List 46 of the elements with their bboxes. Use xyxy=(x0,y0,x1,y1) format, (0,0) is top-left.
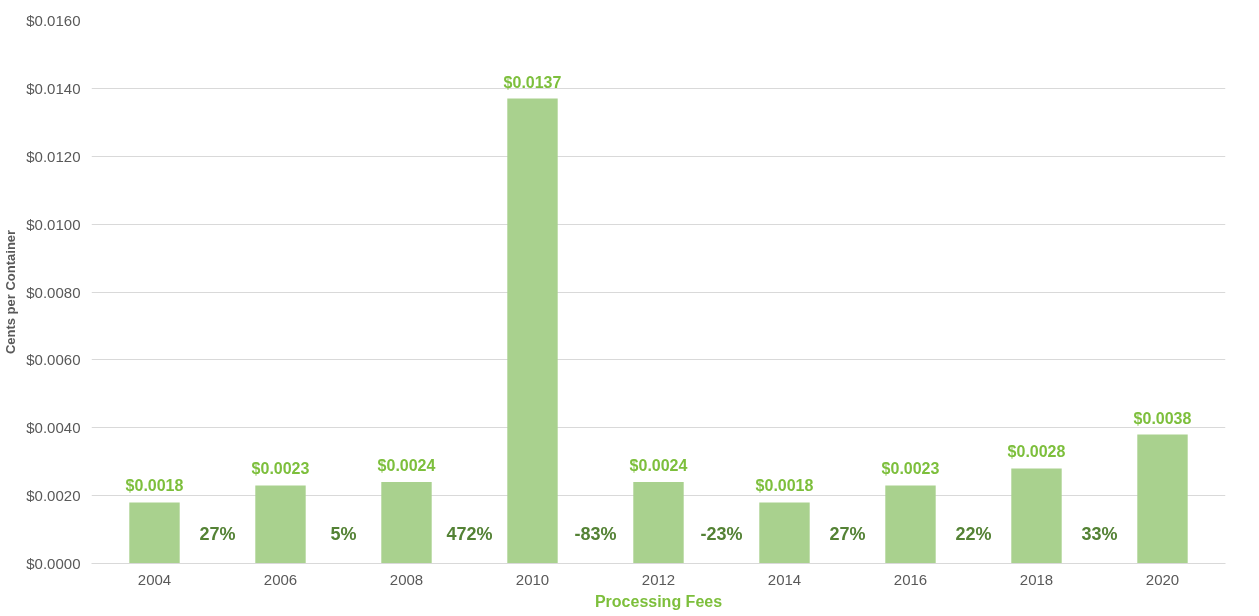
bar xyxy=(129,502,180,564)
bar xyxy=(633,482,684,564)
annotation: -23% xyxy=(700,524,743,545)
annotation: 22% xyxy=(955,524,992,545)
annotation: -83% xyxy=(574,524,617,545)
x-tick-label: 2020 xyxy=(1145,570,1180,588)
y-tick-label: $0.0120 xyxy=(26,147,81,165)
data-label: $0.0137 xyxy=(503,73,562,91)
x-tick-label: 2016 xyxy=(893,570,928,588)
y-tick-label: $0.0160 xyxy=(26,12,81,29)
annotation: 27% xyxy=(829,524,866,545)
x-axis-title: Processing Fees xyxy=(594,592,723,610)
x-tick-label: 2014 xyxy=(767,570,802,588)
x-tick-label: 2004 xyxy=(137,570,172,588)
y-tick-label: $0.0040 xyxy=(26,419,81,437)
bar xyxy=(1137,434,1188,564)
bar xyxy=(255,485,306,564)
y-tick-label: $0.0000 xyxy=(26,555,81,572)
x-tick-label: 2010 xyxy=(515,570,550,588)
y-tick-label: $0.0020 xyxy=(26,487,81,505)
y-tick-label: $0.0080 xyxy=(26,283,81,301)
data-label: $0.0024 xyxy=(377,457,436,475)
annotation: 472% xyxy=(446,524,493,545)
x-tick-label: 2012 xyxy=(641,570,676,588)
x-tick-label: 2006 xyxy=(263,570,298,588)
bar xyxy=(759,502,810,564)
x-tick-label: 2008 xyxy=(389,570,424,588)
data-label: $0.0038 xyxy=(1133,409,1192,427)
annotation: 33% xyxy=(1081,524,1118,545)
x-tick-label: 2018 xyxy=(1019,570,1054,588)
data-label: $0.0018 xyxy=(755,477,814,495)
bar xyxy=(885,485,936,564)
bar xyxy=(507,98,558,564)
bar xyxy=(381,482,432,564)
y-tick-label: $0.0140 xyxy=(26,79,81,97)
data-label: $0.0028 xyxy=(1007,443,1066,461)
data-label: $0.0024 xyxy=(629,457,688,475)
annotation: 5% xyxy=(330,524,357,545)
annotation: 27% xyxy=(199,524,236,545)
bar xyxy=(1011,468,1062,564)
y-axis-title: Cents per Container xyxy=(3,229,19,355)
data-label: $0.0023 xyxy=(251,460,310,478)
data-label: $0.0023 xyxy=(881,460,940,478)
y-tick-label: $0.0100 xyxy=(26,215,81,233)
data-label: $0.0018 xyxy=(125,477,184,495)
y-tick-label: $0.0060 xyxy=(26,351,81,369)
